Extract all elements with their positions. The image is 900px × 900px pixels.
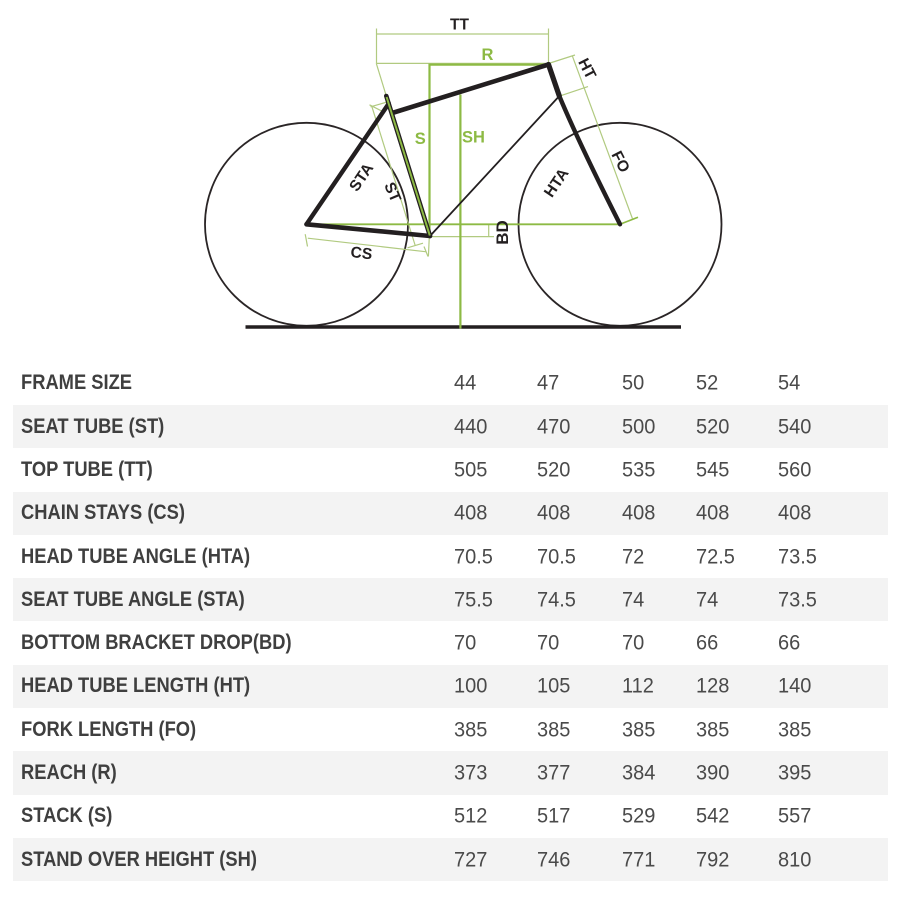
svg-text:S: S (415, 130, 426, 148)
svg-text:CS: CS (350, 244, 373, 263)
svg-text:ST: ST (380, 180, 404, 205)
svg-text:BD: BD (493, 220, 512, 245)
svg-text:HT: HT (574, 56, 599, 83)
svg-text:HTA: HTA (541, 166, 572, 201)
svg-text:TT: TT (450, 17, 469, 34)
svg-text:SH: SH (462, 129, 485, 147)
svg-text:R: R (482, 46, 494, 64)
svg-text:STA: STA (346, 160, 377, 194)
svg-text:FO: FO (608, 148, 633, 175)
